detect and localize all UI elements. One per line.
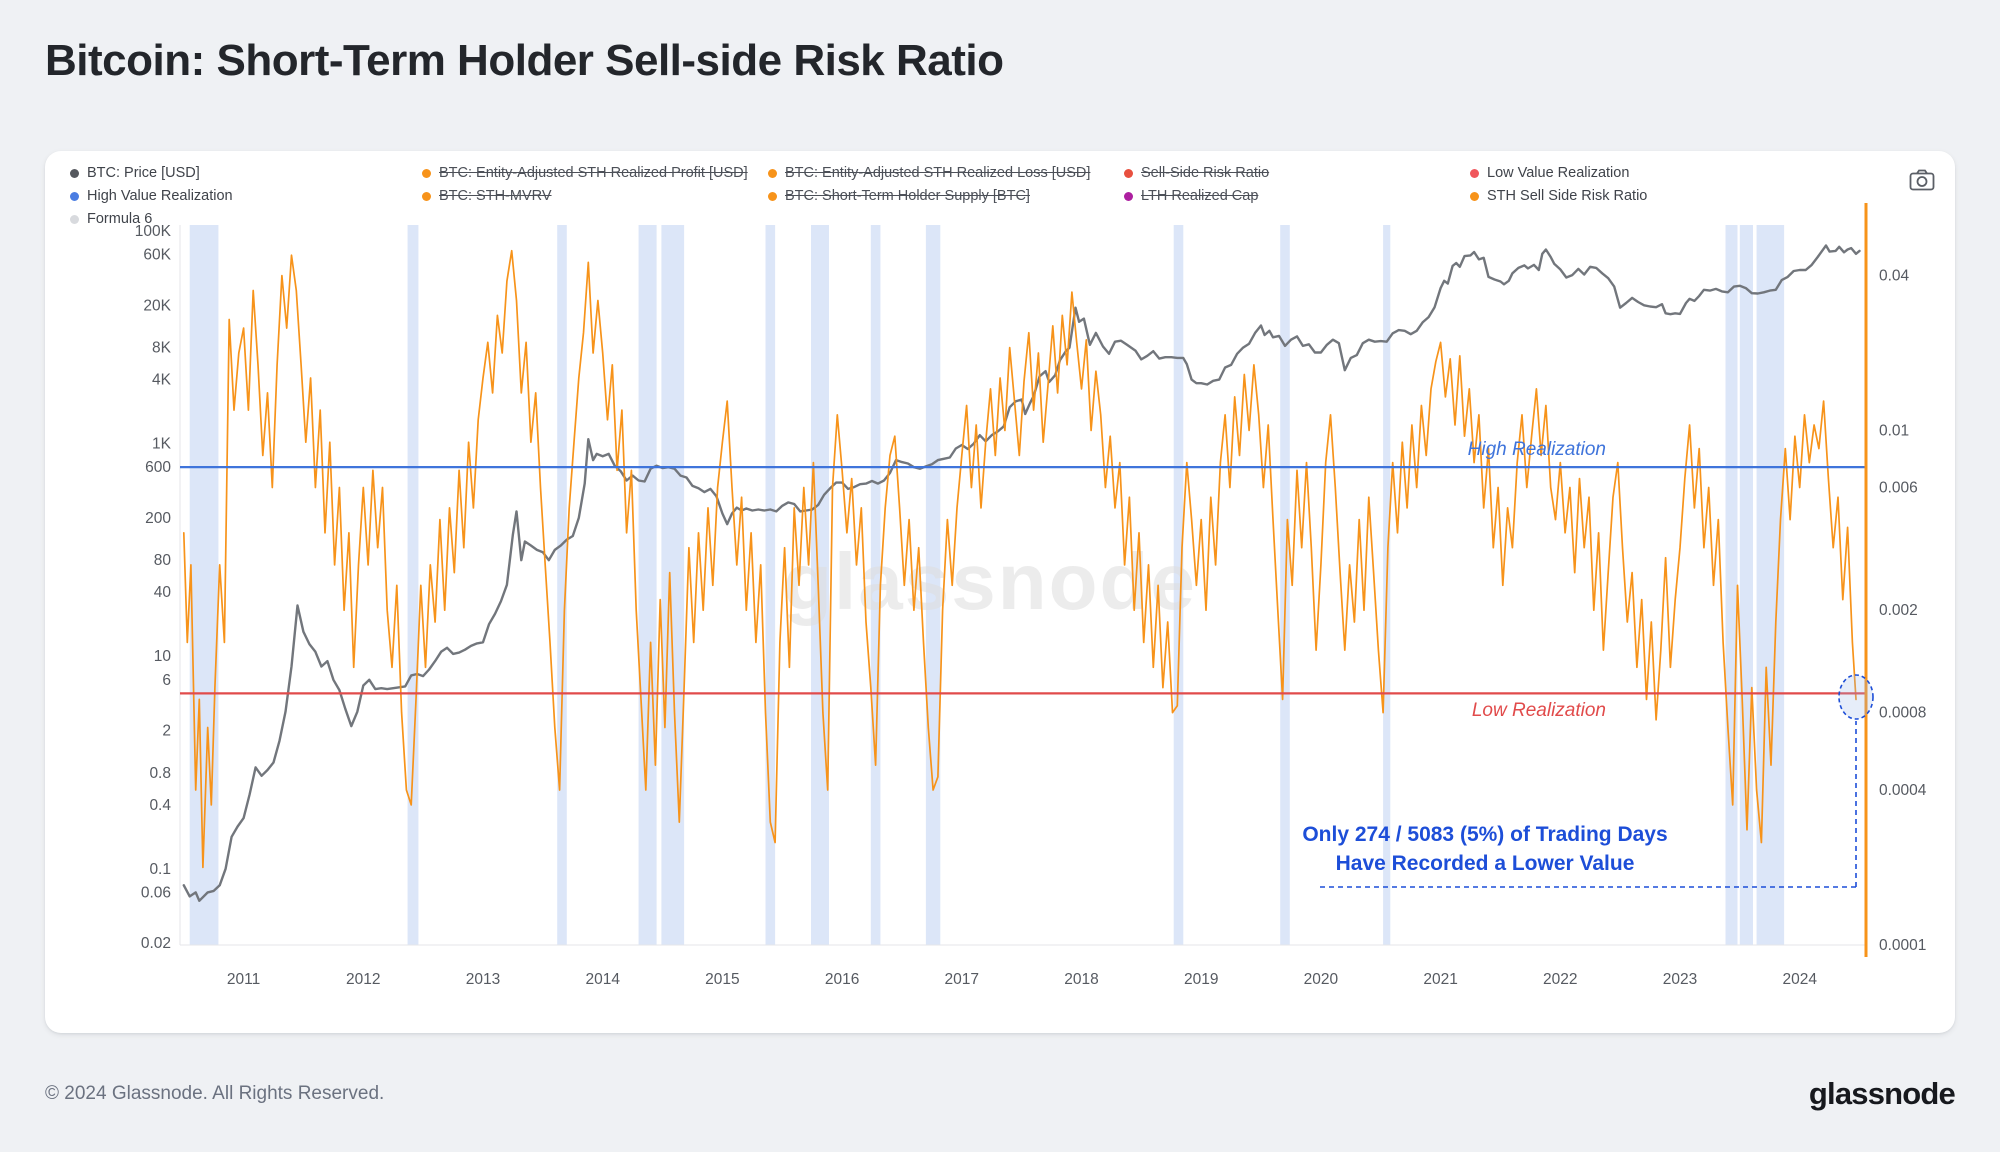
highlight-band — [1725, 225, 1738, 945]
right-axis-tick: 0.006 — [1879, 480, 1918, 497]
x-axis-tick: 2011 — [227, 971, 260, 988]
highlight-circle — [1838, 674, 1874, 720]
x-axis-tick: 2020 — [1304, 971, 1339, 988]
legend-dot-icon — [1124, 169, 1133, 178]
x-axis-tick: 2024 — [1782, 971, 1817, 988]
left-axis-tick: 6 — [162, 672, 171, 689]
highlight-band — [765, 225, 776, 945]
highlight-band — [1739, 225, 1753, 945]
highlight-band — [557, 225, 567, 945]
right-axis-tick: 0.0004 — [1879, 782, 1927, 799]
left-axis-tick: 8K — [152, 340, 172, 357]
x-axis-tick: 2022 — [1543, 971, 1577, 988]
x-axis-tick: 2016 — [825, 971, 859, 988]
left-axis-tick: 200 — [145, 510, 171, 527]
left-axis-tick: 80 — [154, 552, 172, 569]
highlight-band — [638, 225, 657, 945]
legend-label: BTC: Short-Term Holder Supply [BTC] — [785, 188, 1030, 204]
x-axis-tick: 2015 — [705, 971, 739, 988]
legend-dot-icon — [70, 169, 79, 178]
legend-item-sth-realized-profit[interactable]: BTC: Entity-Adjusted STH Realized Profit… — [422, 165, 768, 182]
legend-label: BTC: Price [USD] — [87, 165, 200, 181]
legend-label: BTC: STH-MVRV — [439, 188, 552, 204]
left-axis-tick: 100K — [135, 223, 172, 240]
highlight-band — [1173, 225, 1184, 945]
highlight-band — [925, 225, 941, 945]
left-axis-tick: 0.1 — [149, 861, 171, 878]
legend-label: LTH Realized Cap — [1141, 188, 1259, 204]
x-axis-tick: 2013 — [466, 971, 500, 988]
legend-dot-icon — [1470, 169, 1479, 178]
legend-label: Low Value Realization — [1487, 165, 1630, 181]
glassnode-watermark: glassnode — [783, 537, 1197, 626]
left-axis-tick: 10 — [154, 648, 172, 665]
series-sth-sell-side-risk-ratio — [182, 249, 1857, 869]
legend-dot-icon — [70, 215, 79, 224]
camera-icon[interactable] — [1909, 169, 1935, 191]
glassnode-logo: glassnode — [1808, 1076, 1956, 1111]
left-axis-tick: 60K — [143, 247, 171, 264]
legend-dot-icon — [768, 169, 777, 178]
legend-item-sell-side-risk-ratio[interactable]: Sell-Side Risk Ratio — [1124, 165, 1470, 182]
legend-dot-icon — [70, 192, 79, 201]
legend-label: Sell-Side Risk Ratio — [1141, 165, 1270, 181]
x-axis-tick: 2021 — [1423, 971, 1457, 988]
legend-item-sth-realized-loss[interactable]: BTC: Entity-Adjusted STH Realized Loss [… — [768, 165, 1124, 182]
x-axis-tick: 2018 — [1064, 971, 1098, 988]
left-axis-tick: 0.8 — [149, 765, 171, 782]
left-axis-tick: 40 — [154, 584, 172, 601]
x-axis-tick: 2012 — [346, 971, 380, 988]
legend-label: Formula 6 — [87, 211, 153, 227]
highlight-band — [407, 225, 419, 945]
legend-label: BTC: Entity-Adjusted STH Realized Profit… — [439, 165, 748, 181]
footer: © 2024 Glassnode. All Rights Reserved. g… — [45, 1070, 1956, 1118]
legend-dot-icon — [1124, 192, 1133, 201]
legend-dot-icon — [422, 169, 431, 178]
left-axis-tick: 0.4 — [149, 797, 171, 814]
left-axis-tick: 600 — [145, 459, 171, 476]
chart-canvas[interactable]: glassnode100K60K20K8K4K1K600200804010620… — [45, 151, 1955, 1033]
legend-label: High Value Realization — [87, 188, 233, 204]
right-axis-tick: 0.01 — [1879, 422, 1909, 439]
legend-dot-icon — [768, 192, 777, 201]
legend-item-btc-price[interactable]: BTC: Price [USD] — [70, 165, 422, 182]
legend-item-sth-mvrv[interactable]: BTC: STH-MVRV — [422, 188, 768, 205]
legend-item-low-value-realization[interactable]: Low Value Realization — [1470, 165, 1865, 182]
highlight-band — [811, 225, 829, 945]
x-axis-tick: 2019 — [1184, 971, 1218, 988]
highlight-band — [661, 225, 685, 945]
right-axis-tick: 0.0008 — [1879, 705, 1926, 722]
right-axis-tick: 0.002 — [1879, 602, 1918, 619]
chart-legend: BTC: Price [USD] BTC: Entity-Adjusted STH… — [70, 165, 1865, 228]
left-axis-tick: 0.02 — [141, 935, 171, 952]
x-axis-tick: 2017 — [945, 971, 979, 988]
legend-item-formula-6[interactable]: Formula 6 — [70, 211, 422, 228]
series-btc-price — [182, 244, 1861, 902]
right-axis-tick: 0.0001 — [1879, 937, 1926, 954]
legend-dot-icon — [422, 192, 431, 201]
legend-item-high-value-realization[interactable]: High Value Realization — [70, 188, 422, 205]
legend-label: BTC: Entity-Adjusted STH Realized Loss [… — [785, 165, 1091, 181]
left-axis-tick: 20K — [143, 297, 171, 314]
legend-dot-icon — [1470, 192, 1479, 201]
left-axis-tick: 4K — [152, 372, 172, 389]
legend-item-sth-supply[interactable]: BTC: Short-Term Holder Supply [BTC] — [768, 188, 1124, 205]
chart-panel: BTC: Price [USD] BTC: Entity-Adjusted STH… — [45, 151, 1955, 1033]
legend-item-lth-realized-cap[interactable]: LTH Realized Cap — [1124, 188, 1470, 205]
legend-item-sth-sell-side-risk-ratio[interactable]: STH Sell Side Risk Ratio — [1470, 188, 1865, 205]
right-axis-tick: 0.04 — [1879, 268, 1910, 285]
left-axis-tick: 1K — [152, 436, 172, 453]
left-axis-tick: 2 — [162, 723, 171, 740]
highlight-band — [870, 225, 881, 945]
page-title: Bitcoin: Short-Term Holder Sell-side Ris… — [45, 36, 1004, 85]
x-axis-tick: 2023 — [1663, 971, 1697, 988]
x-axis-tick: 2014 — [585, 971, 620, 988]
copyright-text: © 2024 Glassnode. All Rights Reserved. — [45, 1083, 385, 1104]
left-axis-tick: 0.06 — [141, 884, 171, 901]
legend-label: STH Sell Side Risk Ratio — [1487, 188, 1648, 204]
